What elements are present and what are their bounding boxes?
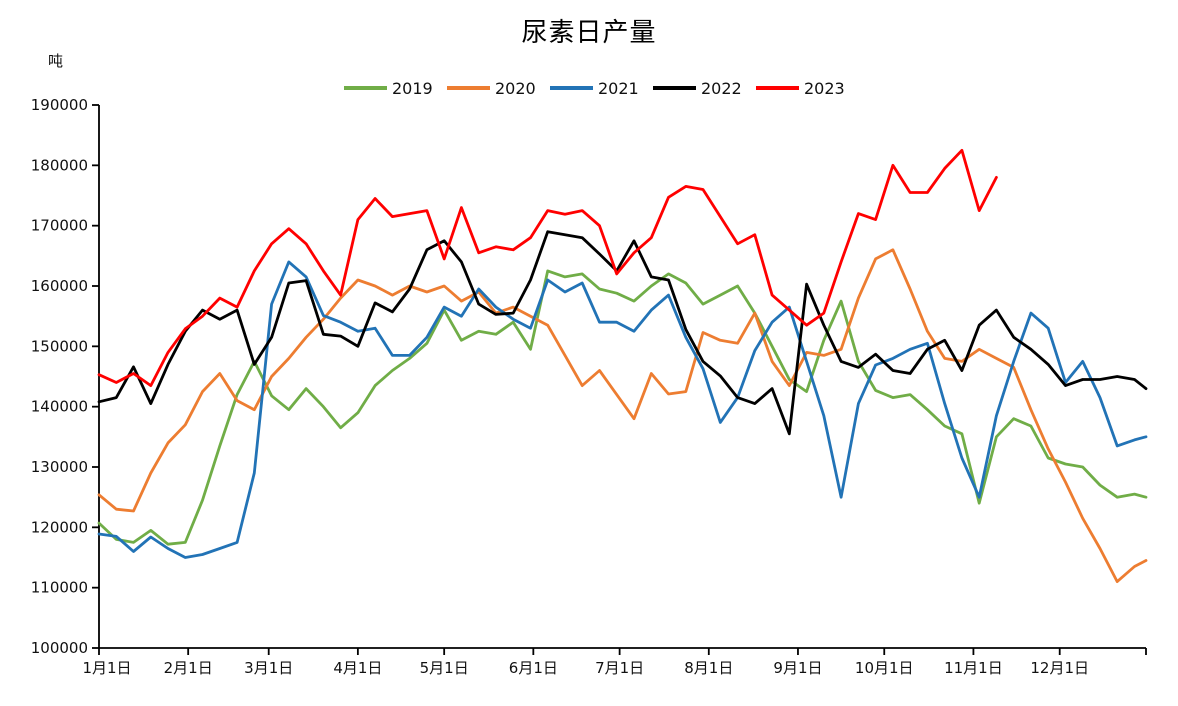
x-tick-label: 3月1日 xyxy=(244,659,293,677)
x-tick-label: 6月1日 xyxy=(509,659,558,677)
x-tick-label: 8月1日 xyxy=(684,659,733,677)
legend-label-2023: 2023 xyxy=(804,79,845,98)
legend-label-2019: 2019 xyxy=(392,79,433,98)
x-tick-label: 9月1日 xyxy=(773,659,822,677)
series-line-2023 xyxy=(97,148,998,387)
x-tick-label: 11月1日 xyxy=(944,659,1003,677)
legend-label-2022: 2022 xyxy=(701,79,742,98)
x-tick-label: 7月1日 xyxy=(595,659,644,677)
y-tick-label: 170000 xyxy=(31,217,88,235)
x-tick-label: 4月1日 xyxy=(333,659,382,677)
chart-title: 尿素日产量 xyxy=(521,18,657,48)
y-tick-label: 150000 xyxy=(31,337,88,355)
y-tick-label: 130000 xyxy=(31,458,88,476)
legend-label-2021: 2021 xyxy=(598,79,639,98)
y-tick-label: 110000 xyxy=(31,579,88,597)
series-line-2020 xyxy=(97,248,1148,583)
x-tick-label: 12月1日 xyxy=(1030,659,1089,677)
legend-label-2020: 2020 xyxy=(495,79,536,98)
y-tick-label: 100000 xyxy=(31,639,88,657)
x-tick-label: 2月1日 xyxy=(164,659,213,677)
y-tick-label: 160000 xyxy=(31,277,88,295)
x-tick-label: 1月1日 xyxy=(82,659,131,677)
series-line-2022 xyxy=(97,230,1148,436)
y-tick-label: 140000 xyxy=(31,398,88,416)
x-tick-label: 5月1日 xyxy=(420,659,469,677)
y-axis-unit-label: 吨 xyxy=(48,52,64,70)
y-tick-label: 120000 xyxy=(31,518,88,536)
series-line-2021 xyxy=(97,260,1148,559)
y-tick-label: 180000 xyxy=(31,156,88,174)
x-tick-label: 10月1日 xyxy=(855,659,914,677)
axis-lines xyxy=(98,105,1146,649)
y-tick-label: 190000 xyxy=(31,96,88,114)
